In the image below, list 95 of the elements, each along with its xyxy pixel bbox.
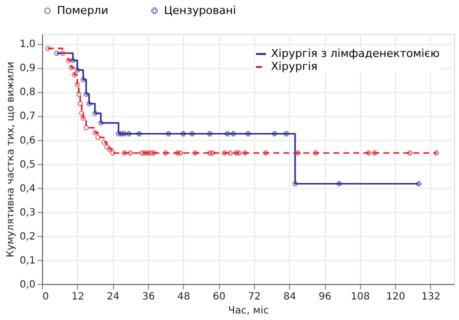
- point: [66, 58, 72, 64]
- point: [104, 144, 110, 150]
- point: [72, 72, 77, 78]
- legend-label: Цензуровані: [164, 4, 236, 17]
- point: [234, 150, 239, 156]
- point: [110, 150, 116, 156]
- point: [101, 140, 106, 145]
- point: [74, 82, 80, 88]
- y-tick-label: 0,3: [20, 207, 36, 218]
- point: [245, 131, 251, 136]
- point: [336, 181, 342, 186]
- y-tick-label: 1,0: [20, 39, 36, 50]
- point: [313, 150, 318, 156]
- point: [162, 150, 168, 156]
- x-tick-label: 108: [350, 292, 370, 302]
- point: [284, 131, 289, 136]
- point: [80, 116, 86, 121]
- point: [122, 150, 128, 156]
- point: [95, 134, 101, 140]
- point: [128, 150, 133, 156]
- point: [189, 131, 195, 136]
- point: [416, 181, 422, 186]
- point: [68, 65, 74, 70]
- point: [116, 131, 122, 136]
- y-tick-label: 0,9: [20, 63, 36, 74]
- point: [230, 131, 236, 136]
- point: [92, 130, 98, 136]
- y-tick-label: 0,0: [20, 280, 36, 290]
- point: [272, 131, 278, 136]
- x-tick-label: 60: [212, 292, 226, 302]
- point: [92, 110, 98, 116]
- point: [145, 150, 151, 156]
- point: [122, 131, 128, 136]
- point: [107, 146, 112, 152]
- point: [84, 125, 89, 130]
- point: [148, 150, 154, 156]
- point: [78, 101, 83, 106]
- x-tick-label: 36: [142, 292, 155, 302]
- point: [192, 150, 198, 156]
- point: [45, 46, 51, 52]
- point: [210, 150, 216, 156]
- point: [174, 150, 180, 156]
- x-tick-label: 24: [106, 292, 120, 302]
- point: [372, 150, 378, 156]
- x-tick-label: 12: [71, 292, 84, 302]
- y-tick-label: 0,1: [20, 255, 36, 266]
- x-tick-label: 96: [318, 292, 332, 302]
- x-tick-label: 120: [386, 292, 406, 302]
- point: [136, 131, 142, 136]
- point: [207, 131, 212, 136]
- x-tick-label: 0: [42, 292, 49, 302]
- point: [70, 58, 76, 64]
- point: [126, 131, 132, 136]
- point: [236, 150, 242, 156]
- point: [224, 131, 230, 136]
- x-tick-label: 84: [283, 292, 296, 302]
- point: [166, 131, 172, 136]
- point: [292, 181, 298, 186]
- point: [74, 67, 80, 73]
- point: [228, 150, 233, 156]
- point: [142, 150, 148, 156]
- point: [60, 50, 66, 56]
- y-tick-label: 0,8: [20, 87, 36, 98]
- y-axis-title: Кумулятивна частка тих, що вижили: [6, 62, 17, 258]
- x-tick-label: 72: [248, 292, 261, 302]
- point: [80, 77, 86, 82]
- legend-label: Померли: [57, 4, 108, 17]
- point: [242, 150, 248, 156]
- point: [295, 150, 301, 156]
- point: [76, 91, 82, 97]
- legend-label: Хірургія з лімфаденектомією: [271, 47, 440, 60]
- y-tick-label: 0,2: [20, 231, 36, 242]
- y-tick-label: 0,4: [20, 183, 36, 194]
- y-tick-label: 0,6: [20, 135, 36, 146]
- point: [151, 150, 156, 156]
- point: [207, 150, 212, 156]
- point: [79, 110, 84, 116]
- point: [98, 120, 104, 126]
- point: [86, 101, 92, 106]
- point: [222, 150, 228, 156]
- y-tick-label: 0,5: [20, 159, 36, 170]
- point: [407, 150, 412, 156]
- x-tick-label: 132: [421, 292, 441, 302]
- legend-label: Хірургія: [271, 60, 318, 73]
- point: [178, 150, 183, 156]
- point: [366, 150, 372, 156]
- point: [180, 131, 186, 136]
- y-tick-label: 0,7: [20, 111, 36, 122]
- x-tick-label: 48: [177, 292, 190, 302]
- point: [118, 131, 124, 136]
- point: [434, 150, 439, 156]
- point: [139, 150, 145, 156]
- x-axis-title: Час, міс: [228, 306, 269, 316]
- point: [263, 150, 268, 156]
- point: [84, 91, 89, 97]
